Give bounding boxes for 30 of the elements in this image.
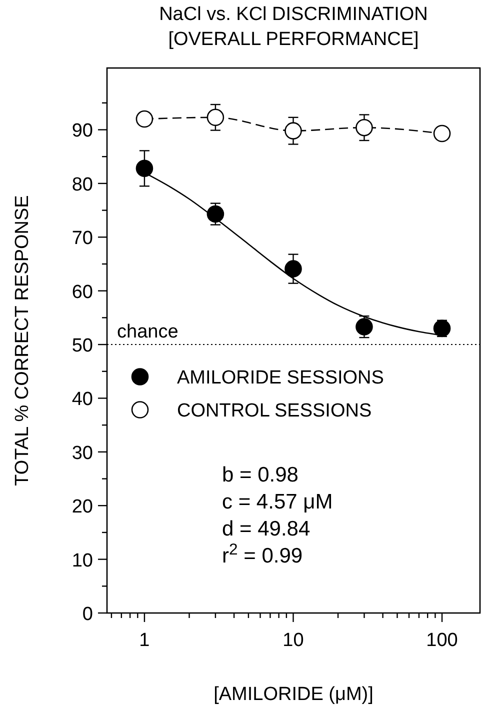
x-tick-label: 100 <box>426 630 458 651</box>
chart-subtitle: [OVERALL PERFORMANCE] <box>168 29 419 50</box>
y-tick-label: 70 <box>72 228 93 250</box>
y-tick-label: 20 <box>72 496 93 518</box>
point <box>136 160 154 178</box>
legend-label: AMILORIDE SESSIONS <box>177 368 384 389</box>
x-tick-label: 10 <box>282 630 304 651</box>
legend-label: CONTROL SESSIONS <box>177 400 372 422</box>
y-axis-title: TOTAL % CORRECT RESPONSE <box>12 195 33 486</box>
y-tick-label: 50 <box>72 336 93 357</box>
x-axis-title: [AMILORIDE (μM)] <box>214 684 374 705</box>
point <box>284 260 302 278</box>
y-tick-label: 0 <box>82 604 93 625</box>
y-tick-label: 80 <box>72 174 93 196</box>
annotation: d = 49.84 <box>222 517 310 540</box>
point <box>433 320 451 338</box>
y-tick-label: 10 <box>72 550 93 572</box>
annotation: b = 0.98 <box>222 463 298 486</box>
chart-title: NaCl vs. KCl DISCRIMINATION <box>159 4 428 25</box>
y-tick-label: 40 <box>72 389 93 410</box>
annotation: c = 4.57 μM <box>222 490 333 514</box>
annotation: r$^{2}$ = 0.99 <box>222 540 303 568</box>
point <box>136 110 154 128</box>
y-tick-label: 30 <box>72 442 93 464</box>
y-tick-label: 90 <box>72 120 93 142</box>
point <box>284 122 302 140</box>
y-tick-label: 60 <box>72 282 93 303</box>
point <box>433 124 451 142</box>
ref-line-label: chance <box>117 322 178 343</box>
x-tick-label: 1 <box>139 630 150 651</box>
